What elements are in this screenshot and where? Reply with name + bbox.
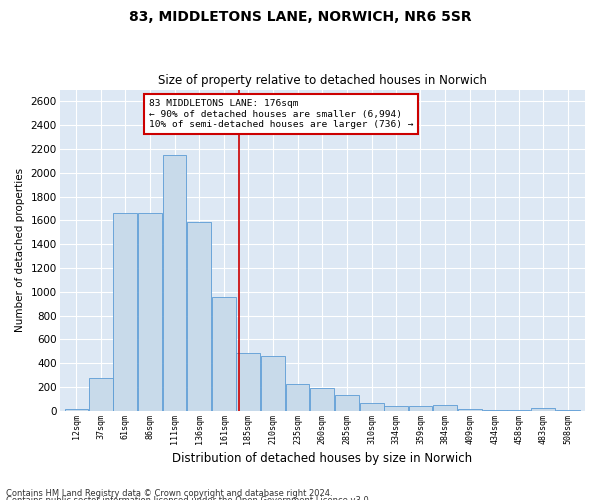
Bar	[113, 214, 137, 411]
Bar	[506, 410, 530, 411]
Text: 83 MIDDLETONS LANE: 176sqm
← 90% of detached houses are smaller (6,994)
10% of s: 83 MIDDLETONS LANE: 176sqm ← 90% of deta…	[149, 99, 413, 129]
Bar	[286, 384, 310, 411]
Bar	[556, 410, 580, 411]
Text: Contains public sector information licensed under the Open Government Licence v3: Contains public sector information licen…	[6, 496, 371, 500]
Bar	[163, 155, 187, 411]
X-axis label: Distribution of detached houses by size in Norwich: Distribution of detached houses by size …	[172, 452, 472, 465]
Bar	[65, 409, 88, 411]
Bar	[409, 406, 433, 411]
Y-axis label: Number of detached properties: Number of detached properties	[15, 168, 25, 332]
Bar	[335, 396, 359, 411]
Bar	[360, 402, 384, 411]
Bar	[384, 406, 407, 411]
Bar	[532, 408, 555, 411]
Bar	[89, 378, 113, 411]
Bar	[483, 410, 506, 411]
Bar	[236, 352, 260, 411]
Title: Size of property relative to detached houses in Norwich: Size of property relative to detached ho…	[158, 74, 487, 87]
Bar	[458, 409, 482, 411]
Bar	[310, 388, 334, 411]
Bar	[212, 296, 236, 411]
Bar	[261, 356, 284, 411]
Text: Contains HM Land Registry data © Crown copyright and database right 2024.: Contains HM Land Registry data © Crown c…	[6, 488, 332, 498]
Bar	[138, 214, 161, 411]
Text: 83, MIDDLETONS LANE, NORWICH, NR6 5SR: 83, MIDDLETONS LANE, NORWICH, NR6 5SR	[128, 10, 472, 24]
Bar	[433, 405, 457, 411]
Bar	[187, 222, 211, 411]
